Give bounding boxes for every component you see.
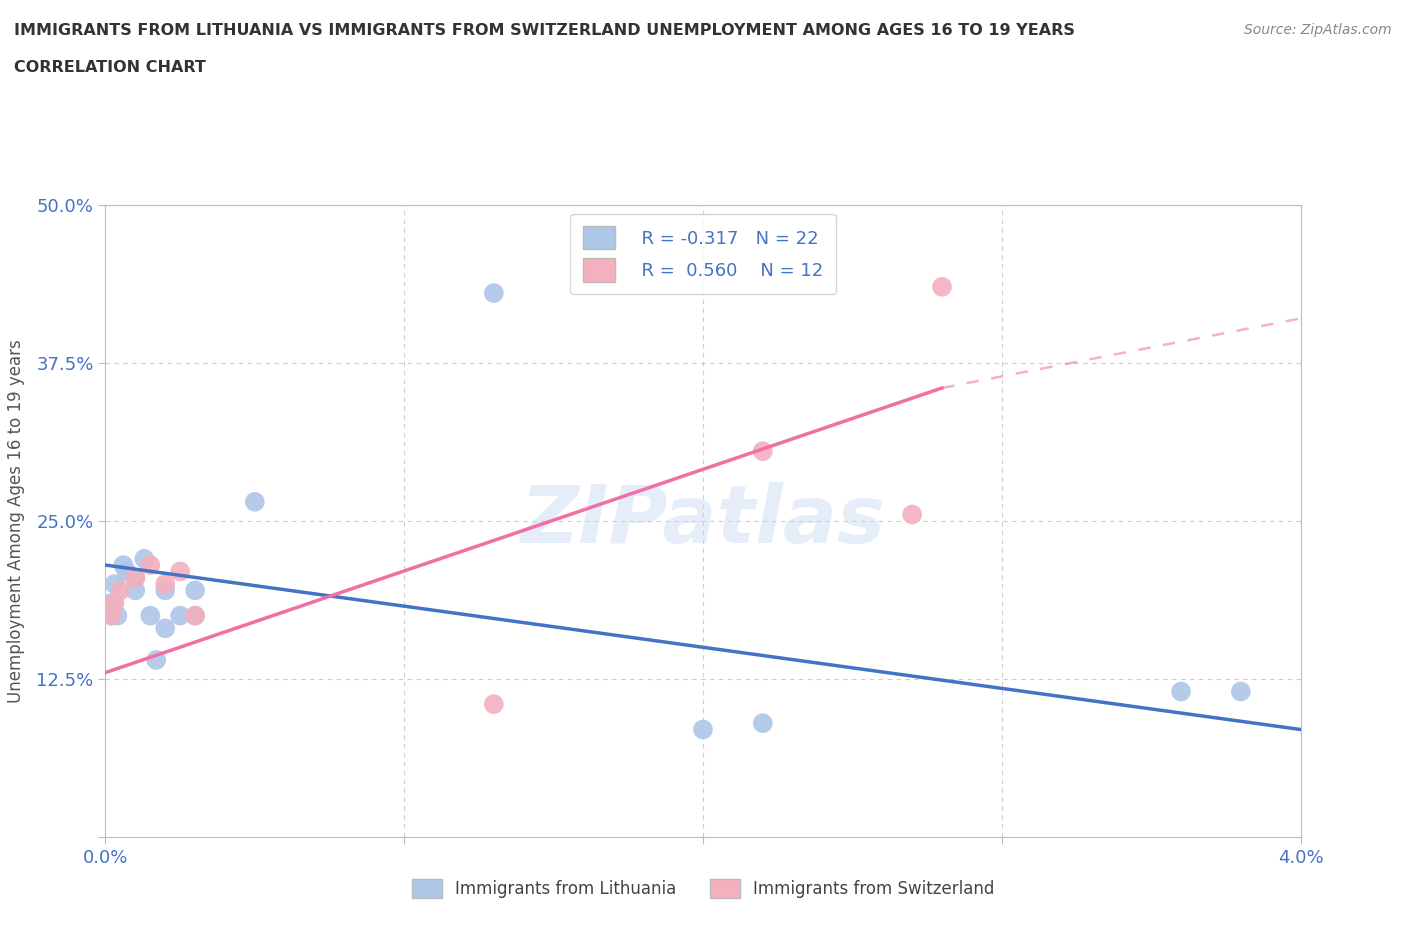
Text: IMMIGRANTS FROM LITHUANIA VS IMMIGRANTS FROM SWITZERLAND UNEMPLOYMENT AMONG AGES: IMMIGRANTS FROM LITHUANIA VS IMMIGRANTS …	[14, 23, 1076, 38]
Point	[134, 551, 156, 566]
Text: ZIPatlas: ZIPatlas	[520, 482, 886, 560]
Point	[115, 564, 138, 578]
Point	[124, 570, 146, 585]
Y-axis label: Unemployment Among Ages 16 to 19 years: Unemployment Among Ages 16 to 19 years	[7, 339, 25, 703]
Point	[901, 507, 924, 522]
Point	[153, 577, 177, 591]
Point	[124, 583, 146, 598]
Point	[110, 583, 132, 598]
Point	[145, 653, 167, 668]
Point	[751, 716, 773, 731]
Text: Source: ZipAtlas.com: Source: ZipAtlas.com	[1244, 23, 1392, 37]
Point	[243, 495, 266, 510]
Point	[112, 558, 135, 573]
Point	[751, 444, 773, 458]
Point	[692, 722, 714, 737]
Point	[169, 608, 191, 623]
Point	[931, 279, 953, 294]
Point	[100, 608, 122, 623]
Legend: Immigrants from Lithuania, Immigrants from Switzerland: Immigrants from Lithuania, Immigrants fr…	[405, 872, 1001, 905]
Text: CORRELATION CHART: CORRELATION CHART	[14, 60, 205, 75]
Point	[139, 558, 162, 573]
Point	[169, 564, 191, 578]
Point	[482, 697, 505, 711]
Point	[153, 583, 177, 598]
Point	[103, 595, 125, 610]
Point	[184, 608, 207, 623]
Point	[184, 583, 207, 598]
Point	[100, 595, 122, 610]
Point	[100, 608, 122, 623]
Point	[103, 577, 125, 591]
Point	[107, 608, 129, 623]
Point	[1229, 684, 1251, 699]
Point	[1170, 684, 1192, 699]
Point	[124, 570, 146, 585]
Point	[139, 608, 162, 623]
Point	[184, 608, 207, 623]
Point	[153, 621, 177, 636]
Point	[482, 286, 505, 300]
